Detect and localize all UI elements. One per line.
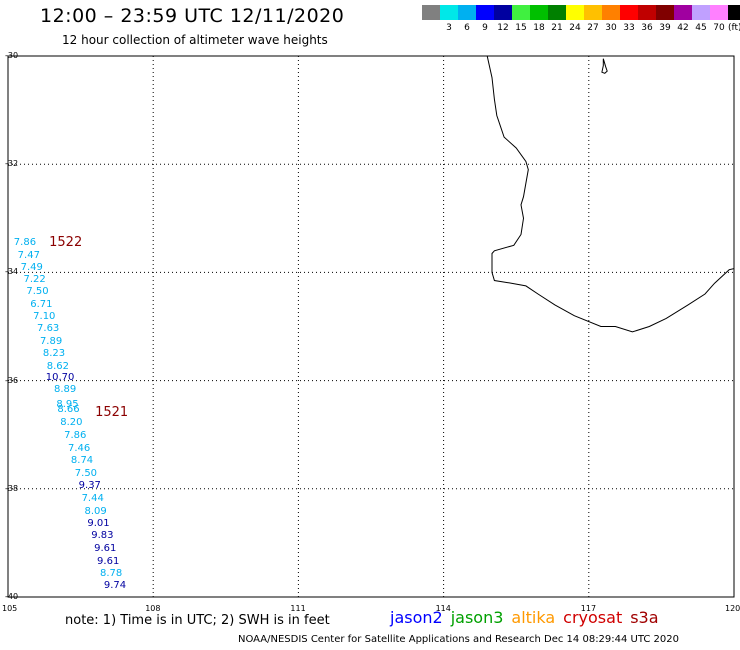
- lon-tick-label: 114: [435, 604, 451, 613]
- legend-item-jason2: jason2: [390, 608, 443, 627]
- wave-height-obs: 9.37: [78, 480, 101, 492]
- wave-height-obs: 7.46: [68, 442, 91, 454]
- scale-swatch: [620, 5, 638, 20]
- map-title: 12:00 – 23:59 UTC 12/11/2020: [40, 5, 345, 27]
- scale-label: 9: [482, 23, 488, 33]
- scale-swatch: [494, 5, 512, 20]
- wave-height-obs: 6.71: [30, 298, 53, 310]
- wave-height-obs: 7.50: [26, 285, 49, 297]
- lon-tick-label: 108: [145, 604, 161, 613]
- wave-height-obs: 8.78: [99, 568, 123, 580]
- wave-height-obs: 9.83: [91, 530, 114, 542]
- lon-tick-label: 120: [725, 604, 740, 613]
- lon-tick-label: 117: [580, 604, 597, 613]
- scale-swatch: [710, 5, 728, 20]
- wave-height-obs: 7.89: [39, 335, 63, 347]
- scale-unit: (ft): [728, 23, 740, 33]
- lat-tick-label: -34: [5, 267, 19, 277]
- scale-label: 21: [551, 23, 563, 33]
- pass-label: 1522: [49, 234, 83, 250]
- wave-height-obs: 9.01: [87, 517, 110, 529]
- map-subtitle: 12 hour collection of altimeter wave hei…: [62, 33, 328, 47]
- scale-swatch: [638, 5, 656, 20]
- scale-swatch: [548, 5, 566, 20]
- wave-height-obs: 7.86: [64, 429, 87, 441]
- pass-label: 1521: [95, 405, 129, 421]
- scale-label: 24: [569, 23, 581, 33]
- scale-label: 36: [641, 23, 653, 33]
- lon-tick-label: 105: [2, 604, 18, 613]
- legend-item-altika: altika: [511, 608, 556, 627]
- scale-swatch: [692, 5, 710, 20]
- wave-height-obs: 8.74: [70, 454, 94, 466]
- lat-tick-label: -32: [5, 159, 19, 169]
- wave-height-obs: 7.49: [20, 262, 43, 274]
- wave-height-obs: 8.62: [46, 360, 69, 372]
- wave-height-obs: 7.63: [37, 323, 60, 335]
- scale-swatch: [440, 5, 458, 20]
- scale-label: 15: [515, 23, 527, 33]
- scale-label: 45: [695, 23, 707, 33]
- lat-tick-label: -30: [5, 51, 19, 60]
- lat-tick-label: -38: [5, 483, 19, 493]
- scale-label: 70: [713, 23, 725, 33]
- coastline: [486, 55, 735, 333]
- scale-swatch: [674, 5, 692, 20]
- scale-swatch: [458, 5, 476, 20]
- wave-height-obs: 9.61: [94, 543, 117, 555]
- legend-item-jason3: jason3: [450, 608, 504, 627]
- scale-label: 6: [464, 23, 470, 33]
- wave-height-obs: 7.44: [81, 492, 104, 504]
- wave-height-obs: 9.74: [103, 580, 127, 592]
- map-frame: [7, 55, 735, 598]
- scale-label: 33: [623, 23, 635, 33]
- scale-label: 39: [659, 23, 671, 33]
- scale-swatch: [566, 5, 584, 20]
- wave-height-obs: 7.50: [74, 467, 98, 479]
- scale-label: 18: [533, 23, 545, 33]
- scale-swatch: [728, 5, 740, 20]
- lon-tick-label: 111: [290, 604, 306, 613]
- scale-swatch: [530, 5, 548, 20]
- scale-label: 3: [446, 23, 452, 33]
- scale-label: 27: [587, 23, 599, 33]
- scale-label: 42: [677, 23, 689, 33]
- wave-height-obs: 7.10: [33, 310, 56, 322]
- scale-swatch: [584, 5, 602, 20]
- wave-height-obs: 9.61: [97, 555, 120, 567]
- scale-swatch: [512, 5, 530, 20]
- scale-swatch: [602, 5, 620, 20]
- wave-height-obs: 7.22: [23, 273, 46, 285]
- legend-item-s3a: s3a: [630, 608, 659, 627]
- island-outline: [601, 58, 608, 74]
- wave-height-obs: 10.70: [45, 372, 75, 384]
- legend-item-cryosat: cryosat: [563, 608, 623, 627]
- wave-height-obs: 7.86: [13, 236, 37, 248]
- wave-height-obs: 8.23: [42, 347, 66, 359]
- wave-height-obs: 8.95: [56, 398, 79, 410]
- scale-swatch: [656, 5, 674, 20]
- credit-line: NOAA/NESDIS Center for Satellite Applica…: [238, 634, 680, 645]
- scale-label: 12: [497, 23, 509, 33]
- satellite-legend: jason2 jason3 altika cryosat s3a: [390, 608, 667, 627]
- wave-height-obs: 8.89: [53, 384, 77, 396]
- units-note: note: 1) Time is in UTC; 2) SWH is in fe…: [65, 613, 330, 628]
- wave-height-obs: 7.47: [17, 250, 40, 262]
- lat-tick-label: -40: [5, 592, 19, 601]
- scale-swatch: [476, 5, 494, 20]
- wave-height-obs: 8.66: [57, 404, 80, 416]
- lat-tick-label: -36: [5, 375, 19, 385]
- wave-height-obs: 8.09: [84, 505, 107, 517]
- scale-swatch: [422, 5, 440, 20]
- wave-height-obs: 8.20: [60, 416, 83, 428]
- scale-label: 30: [605, 23, 617, 33]
